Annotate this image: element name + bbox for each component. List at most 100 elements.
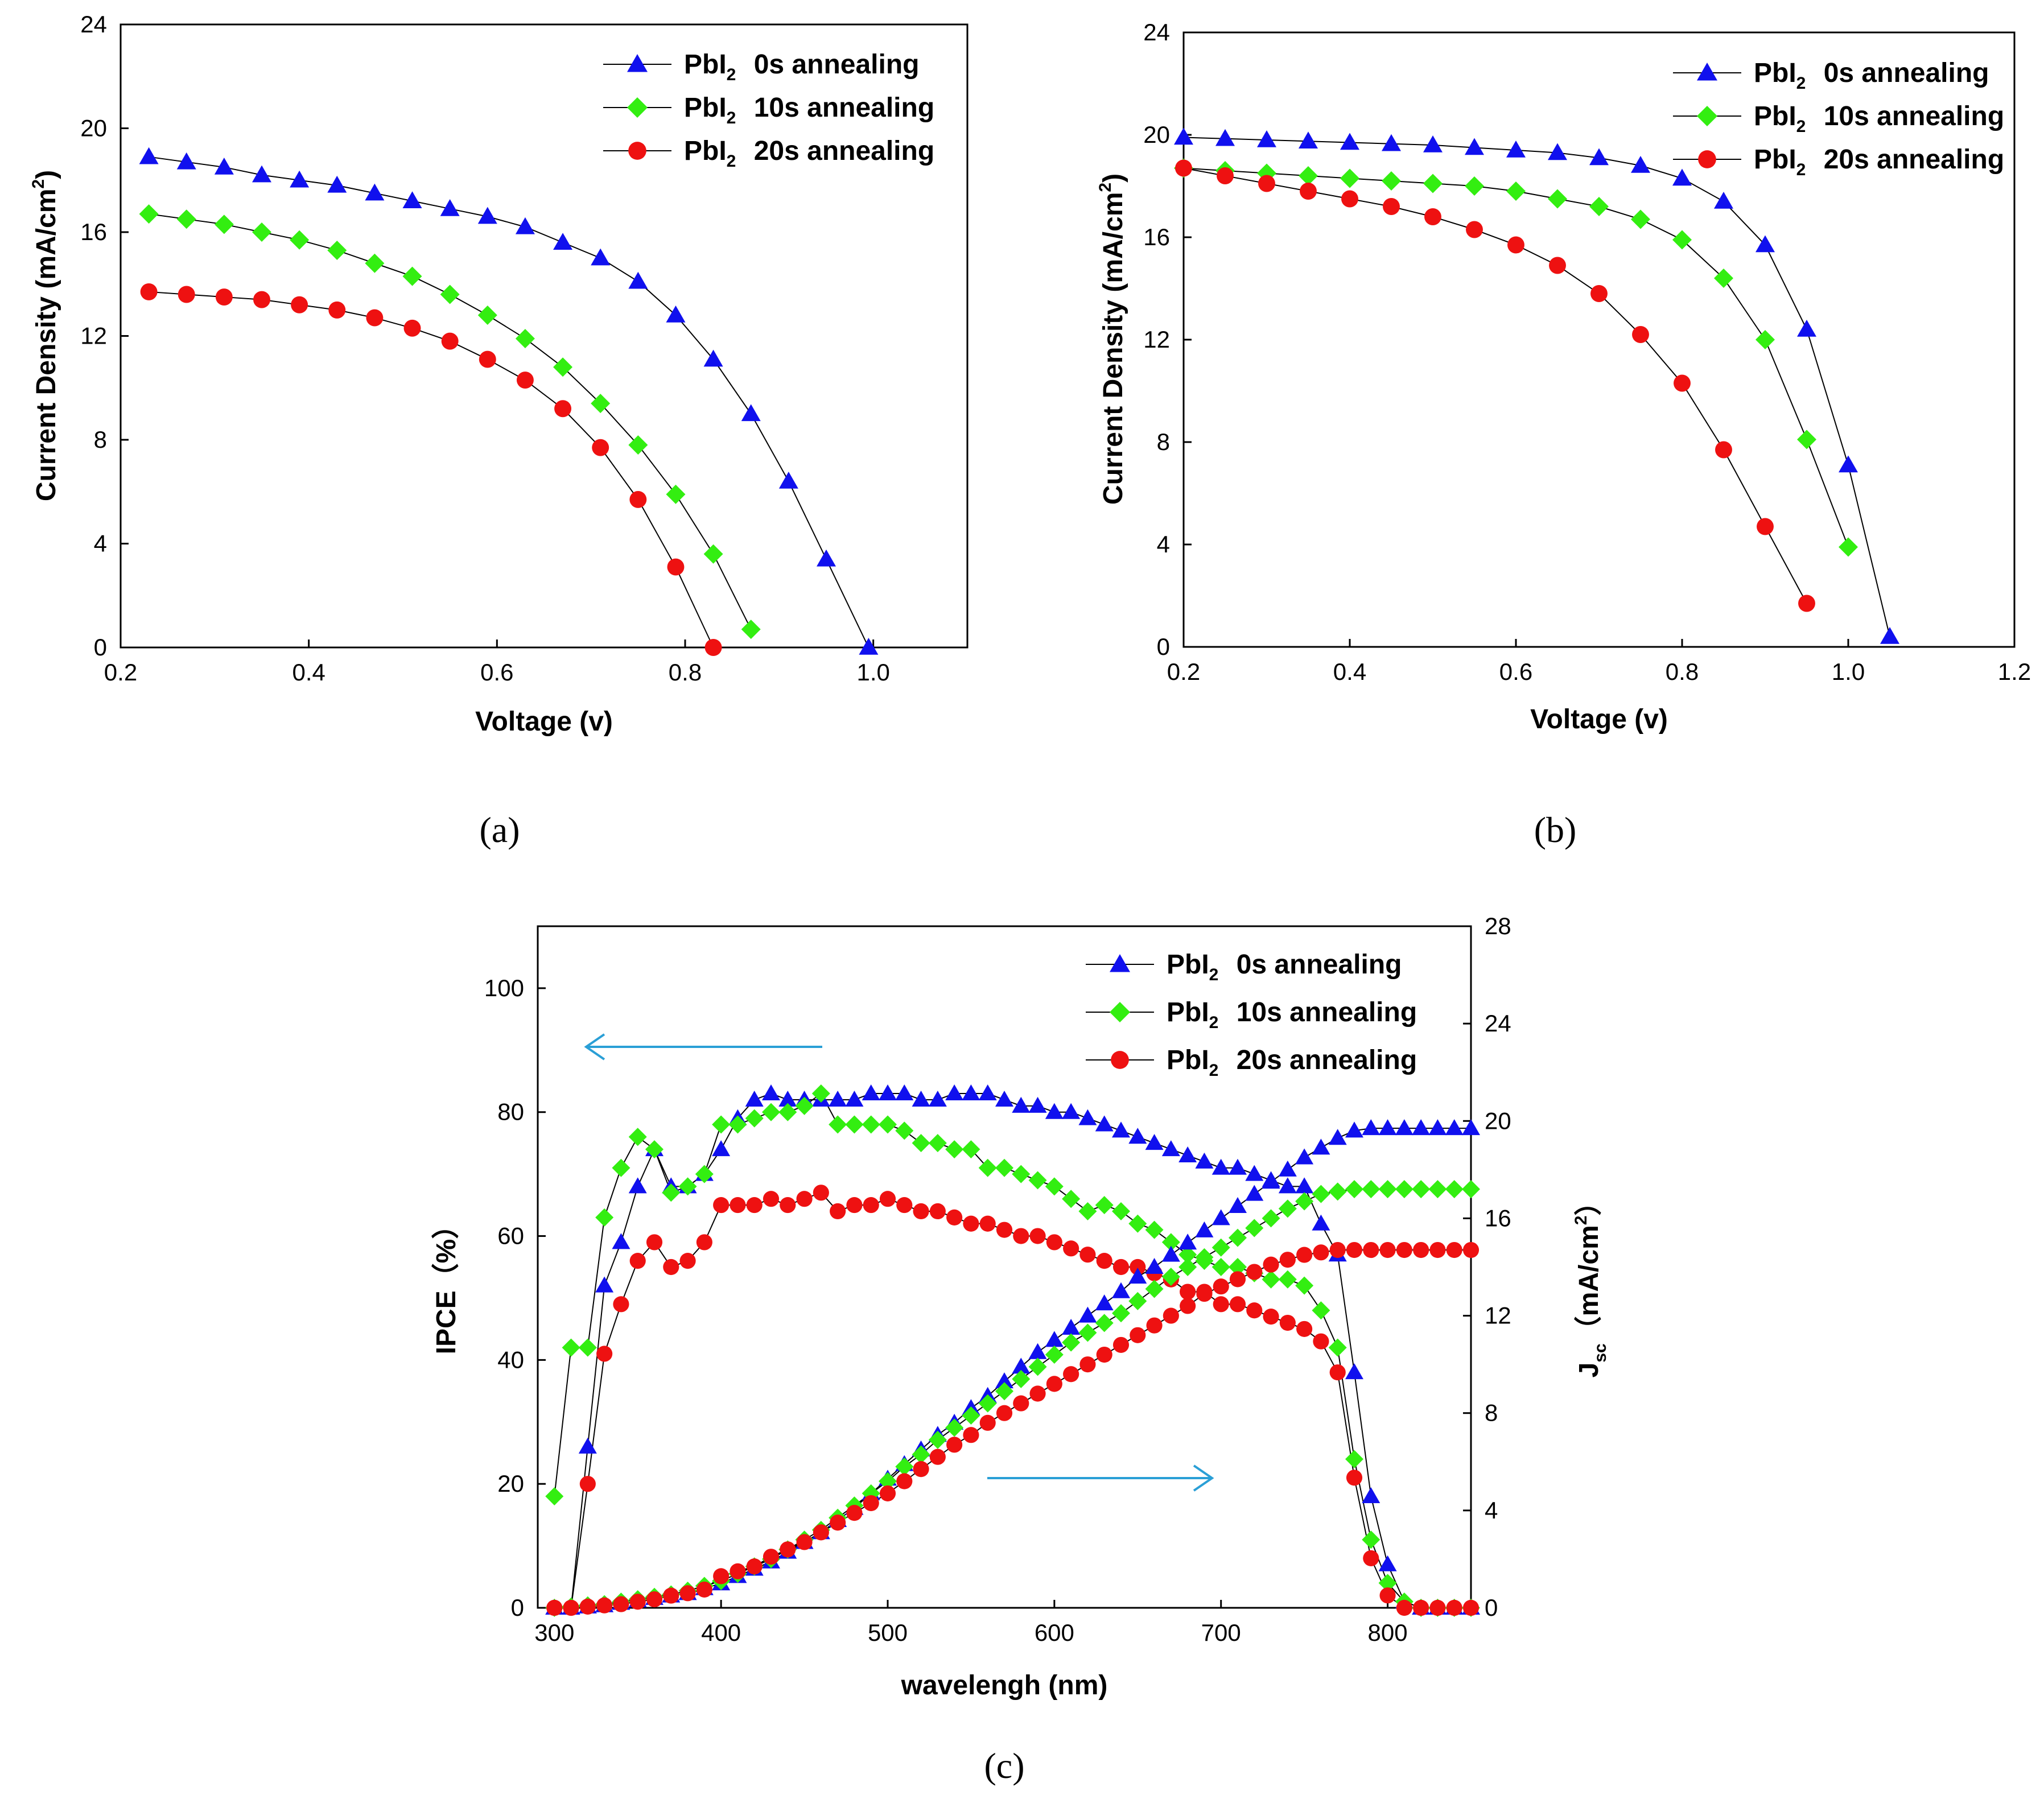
data-point-diamond [995, 1382, 1013, 1401]
data-point-circle [1383, 198, 1400, 215]
x-tick-label: 0.4 [1333, 658, 1366, 685]
series-line-5 [554, 1249, 1471, 1608]
legend-text: 0s annealing [1816, 58, 1989, 88]
data-point-triangle [402, 191, 422, 208]
data-point-circle [1798, 595, 1815, 612]
data-point-diamond [662, 1183, 681, 1202]
data-point-triangle [515, 217, 535, 234]
data-point-triangle [1445, 1119, 1464, 1136]
data-point-triangle [1462, 1119, 1480, 1136]
data-point-triangle [762, 1084, 780, 1101]
data-point-circle [946, 1437, 963, 1453]
data-point-circle [896, 1473, 913, 1489]
right-y-tick-label: 12 [1485, 1302, 1511, 1329]
data-point-circle [1296, 1321, 1313, 1337]
legend-marker-triangle [627, 54, 648, 72]
data-point-triangle [1395, 1119, 1414, 1136]
data-point-diamond [962, 1140, 980, 1159]
data-point-triangle [1078, 1109, 1097, 1125]
data-point-triangle [1245, 1165, 1264, 1181]
data-point-circle [1313, 1244, 1329, 1261]
data-point-circle [667, 558, 685, 576]
data-point-circle [613, 1596, 629, 1612]
panel-c-right-y-label-sub: sc [1591, 1343, 1610, 1362]
data-point-circle [1429, 1599, 1446, 1616]
panel-c-series [545, 1084, 1480, 1617]
data-point-diamond [1462, 1180, 1480, 1199]
data-point-diamond [1345, 1180, 1363, 1199]
data-point-diamond [1028, 1171, 1047, 1190]
data-point-triangle [1797, 320, 1816, 337]
data-point-diamond [591, 394, 611, 414]
y-tick-label: 12 [1143, 326, 1170, 353]
data-point-circle [1213, 1278, 1229, 1295]
data-point-triangle [862, 1084, 880, 1101]
data-point-circle [1379, 1241, 1396, 1258]
data-point-triangle [1631, 156, 1650, 173]
data-point-circle [479, 350, 496, 368]
data-point-circle [1279, 1252, 1296, 1268]
series-line-2 [149, 291, 714, 648]
data-point-diamond [712, 1115, 731, 1134]
data-point-triangle [1312, 1138, 1330, 1155]
panel-b-y-axis-label-sup: 2 [1096, 183, 1115, 192]
data-point-triangle [595, 1276, 614, 1293]
data-point-triangle [1278, 1177, 1297, 1194]
data-point-circle [629, 1253, 646, 1269]
legend-label: PbI2 10s annealing [1754, 101, 2004, 136]
data-point-diamond [1128, 1214, 1147, 1233]
data-point-circle [1029, 1228, 1046, 1244]
legend-marker-circle [1698, 150, 1716, 168]
data-point-diamond [1340, 168, 1359, 188]
data-point-circle [946, 1209, 963, 1225]
data-point-diamond [1362, 1530, 1380, 1549]
data-point-diamond [1128, 1291, 1147, 1310]
data-point-diamond [1362, 1180, 1380, 1199]
left-y-tick-label: 60 [497, 1223, 524, 1249]
data-point-diamond [928, 1430, 947, 1449]
data-point-triangle [612, 1233, 630, 1249]
y-tick-label: 20 [1143, 121, 1170, 148]
legend-label: PbI2 0s annealing [1167, 950, 1402, 984]
data-point-circle [846, 1505, 863, 1521]
data-point-triangle [1412, 1119, 1431, 1136]
data-point-circle [1180, 1284, 1196, 1300]
data-point-diamond [1631, 209, 1650, 229]
data-point-circle [1329, 1241, 1346, 1258]
data-point-triangle [365, 183, 385, 201]
data-point-circle [328, 301, 346, 319]
x-tick-label: 0.8 [669, 659, 702, 686]
data-point-diamond [912, 1445, 930, 1464]
data-point-diamond [1395, 1180, 1414, 1199]
panel-a-x-axis-label: Voltage (v) [475, 707, 613, 737]
data-point-triangle [139, 147, 159, 164]
data-point-diamond [1295, 1192, 1314, 1211]
data-point-circle [730, 1197, 746, 1214]
data-point-circle [813, 1524, 829, 1541]
data-point-diamond [1045, 1346, 1064, 1364]
data-point-diamond [252, 222, 271, 242]
legend-prefix: PbI [1754, 58, 1796, 88]
data-point-circle [1346, 1241, 1363, 1258]
legend-subscript: 2 [727, 152, 736, 171]
right-y-tick-label: 24 [1485, 1010, 1511, 1037]
data-point-diamond [741, 620, 761, 639]
data-point-circle [1130, 1327, 1146, 1343]
data-point-triangle [214, 157, 234, 175]
legend-label: PbI2 10s annealing [1167, 997, 1417, 1032]
data-point-circle [646, 1234, 663, 1251]
panel-a-y-axis-label-end: ) [31, 170, 61, 179]
legend-subscript: 2 [1796, 117, 1806, 136]
data-point-triangle [1345, 1363, 1363, 1380]
data-point-circle [563, 1599, 579, 1616]
data-point-diamond [1095, 1314, 1114, 1332]
data-point-circle [1046, 1234, 1062, 1251]
data-point-triangle [778, 1090, 797, 1107]
data-point-triangle [1382, 134, 1401, 151]
panel-c-right-y-label-end: ） [1574, 1189, 1604, 1216]
data-point-circle [896, 1197, 913, 1214]
data-point-triangle [1028, 1096, 1047, 1113]
data-point-triangle [1211, 1209, 1230, 1225]
data-point-diamond [1382, 171, 1401, 191]
panel-c-left-y-axis-label: IPCE（%） [431, 1212, 461, 1355]
